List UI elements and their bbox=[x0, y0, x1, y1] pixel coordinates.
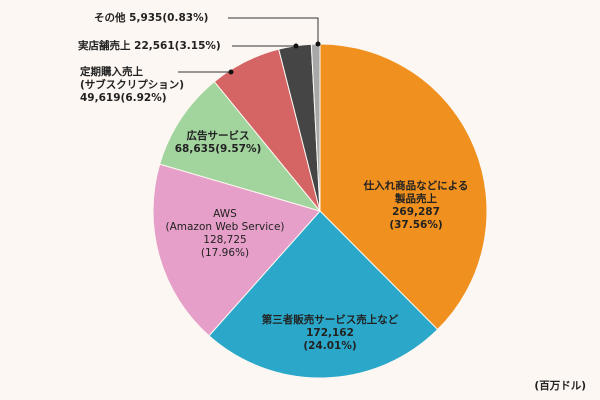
pie-slice bbox=[319, 43, 488, 331]
label-products: 仕入れ商品などによる 製品売上 269,287 (37.56%) bbox=[364, 180, 469, 232]
label-subscription-sub: (サブスクリプション) bbox=[80, 79, 185, 91]
label-third-party: 第三者販売サービス売上など 172,162 (24.01%) bbox=[262, 314, 399, 353]
label-ads-name: 広告サービス bbox=[186, 130, 250, 142]
label-aws: AWS (Amazon Web Service) 128,725 (17.96%… bbox=[165, 208, 284, 260]
label-third-party-value: 172,162 bbox=[306, 327, 354, 339]
label-other-text: その他 5,935(0.83%) bbox=[94, 12, 209, 24]
leader-line-other bbox=[228, 17, 319, 44]
label-ads-value: 68,635(9.57%) bbox=[174, 143, 262, 155]
leader-lines bbox=[178, 17, 319, 73]
leader-dot-subscription bbox=[228, 69, 234, 75]
label-aws-sub: (Amazon Web Service) bbox=[165, 221, 285, 233]
label-stores-text: 実店舗売上 22,561(3.15%) bbox=[78, 40, 221, 52]
label-third-party-name: 第三者販売サービス売上など bbox=[261, 314, 399, 326]
leader-dot-stores bbox=[293, 43, 299, 49]
label-products-value: 269,287 bbox=[392, 206, 440, 218]
label-products-name: 仕入れ商品などによる bbox=[363, 180, 469, 192]
label-third-party-percent: (24.01%) bbox=[303, 340, 357, 352]
label-other: その他 5,935(0.83%) bbox=[94, 12, 208, 25]
label-subscription-name: 定期購入売上 bbox=[80, 66, 143, 78]
label-aws-name: AWS bbox=[213, 208, 237, 220]
pie-slice bbox=[208, 210, 439, 379]
label-products-percent: (37.56%) bbox=[389, 219, 443, 231]
label-stores: 実店舗売上 22,561(3.15%) bbox=[78, 40, 221, 53]
label-subscription-value: 49,619(6.92%) bbox=[80, 92, 167, 104]
label-aws-percent: (17.96%) bbox=[200, 247, 250, 259]
pie-slice bbox=[159, 80, 322, 212]
label-products-name2: 製品売上 bbox=[395, 193, 437, 205]
unit-label: (百万ドル) bbox=[534, 380, 586, 392]
pie-slice bbox=[152, 163, 321, 337]
leader-dots bbox=[228, 41, 321, 75]
label-ads: 広告サービス 68,635(9.57%) bbox=[175, 130, 262, 156]
leader-dot-other bbox=[315, 41, 321, 47]
label-aws-value: 128,725 bbox=[203, 234, 247, 246]
label-subscription: 定期購入売上 (サブスクリプション) 49,619(6.92%) bbox=[80, 66, 184, 105]
